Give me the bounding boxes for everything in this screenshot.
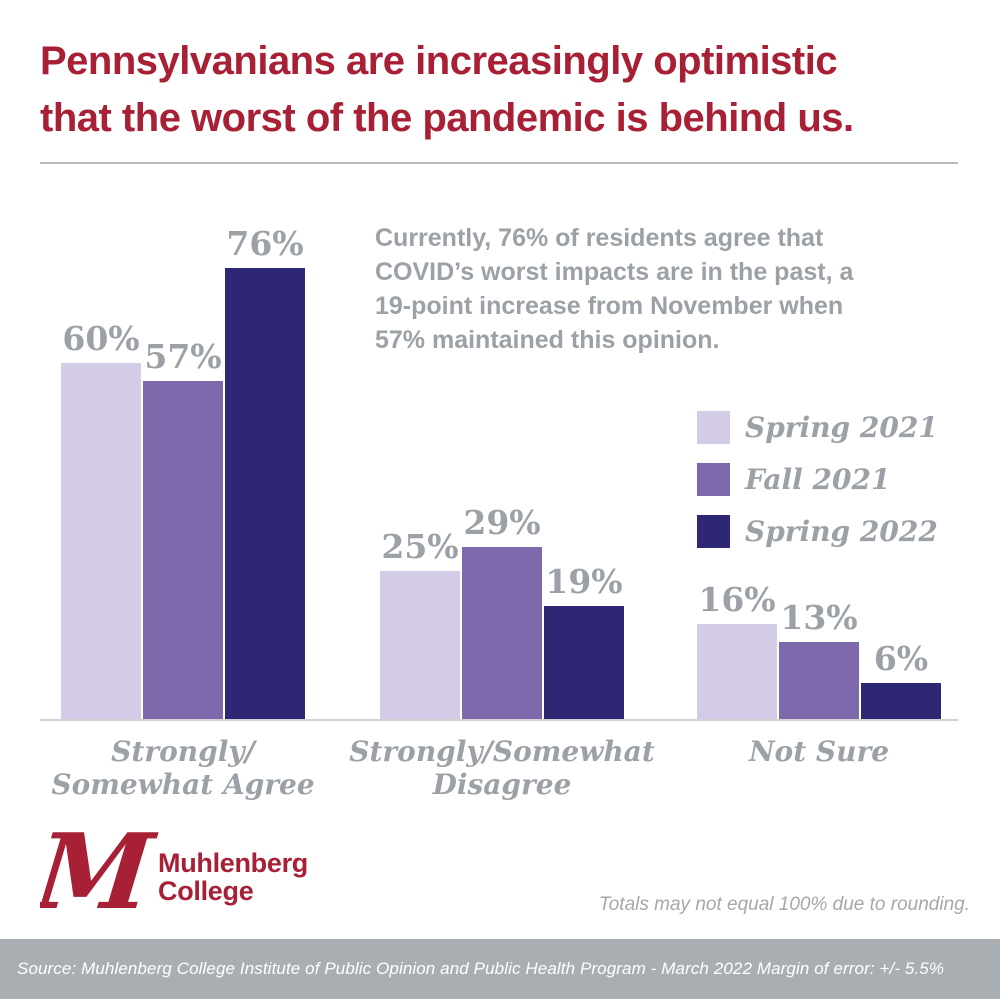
legend-label: Fall 2021 bbox=[745, 463, 891, 496]
title-divider bbox=[40, 162, 958, 164]
legend-label: Spring 2022 bbox=[745, 515, 938, 548]
legend-row-spring-2021: Spring 2021 bbox=[697, 411, 938, 444]
chart-legend: Spring 2021 Fall 2021 Spring 2022 bbox=[697, 411, 938, 567]
legend-swatch-fall-2021 bbox=[697, 463, 730, 496]
bar-fall-2021-not-sure bbox=[779, 642, 859, 719]
bar-value-label-fall-2021-strongly-somewhat-disagree: 29% bbox=[463, 503, 541, 542]
source-footer-bar: Source: Muhlenberg College Institute of … bbox=[0, 939, 1000, 999]
legend-label: Spring 2021 bbox=[745, 411, 938, 444]
bar-value-label-spring-2021-strongly-somewhat-disagree: 25% bbox=[381, 527, 459, 566]
bar-spring-2022-strongly-somewhat-disagree bbox=[544, 606, 624, 719]
legend-swatch-spring-2022 bbox=[697, 515, 730, 548]
bar-value-label-spring-2022-strongly-somewhat-disagree: 19% bbox=[545, 562, 623, 601]
legend-row-spring-2022: Spring 2022 bbox=[697, 515, 938, 548]
bar-value-label-fall-2021-strongly-somewhat-agree: 57% bbox=[144, 337, 222, 376]
bar-fall-2021-strongly-somewhat-agree bbox=[143, 381, 223, 719]
bar-spring-2022-not-sure bbox=[861, 683, 941, 719]
muhlenberg-college-wordmark: Muhlenberg College bbox=[158, 848, 308, 906]
bar-value-label-fall-2021-not-sure: 13% bbox=[780, 598, 858, 637]
category-label-strongly-somewhat-disagree: Strongly/Somewhat Disagree bbox=[349, 735, 655, 801]
bar-spring-2021-strongly-somewhat-disagree bbox=[380, 571, 460, 719]
legend-swatch-spring-2021 bbox=[697, 411, 730, 444]
bar-spring-2022-strongly-somewhat-agree bbox=[225, 268, 305, 719]
svg-text:M: M bbox=[40, 822, 160, 922]
page-title: Pennsylvanians are increasingly optimist… bbox=[40, 39, 854, 140]
source-text: Source: Muhlenberg College Institute of … bbox=[17, 959, 945, 978]
bar-spring-2021-strongly-somewhat-agree bbox=[61, 363, 141, 719]
muhlenberg-m-logo-icon: M bbox=[40, 822, 160, 922]
category-label-not-sure: Not Sure bbox=[748, 735, 890, 768]
category-label-strongly-somewhat-agree: Strongly/ Somewhat Agree bbox=[51, 735, 315, 801]
bar-fall-2021-strongly-somewhat-disagree bbox=[462, 547, 542, 719]
legend-row-fall-2021: Fall 2021 bbox=[697, 463, 938, 496]
summary-text: Currently, 76% of residents agree that C… bbox=[375, 224, 854, 354]
bar-spring-2021-not-sure bbox=[697, 624, 777, 719]
rounding-footnote: Totals may not equal 100% due to roundin… bbox=[598, 894, 970, 915]
bar-value-label-spring-2022-strongly-somewhat-agree: 76% bbox=[226, 224, 304, 263]
bar-value-label-spring-2021-strongly-somewhat-agree: 60% bbox=[62, 319, 140, 358]
bar-value-label-spring-2021-not-sure: 16% bbox=[698, 580, 776, 619]
bar-value-label-spring-2022-not-sure: 6% bbox=[873, 639, 929, 678]
x-axis-line bbox=[40, 719, 958, 721]
